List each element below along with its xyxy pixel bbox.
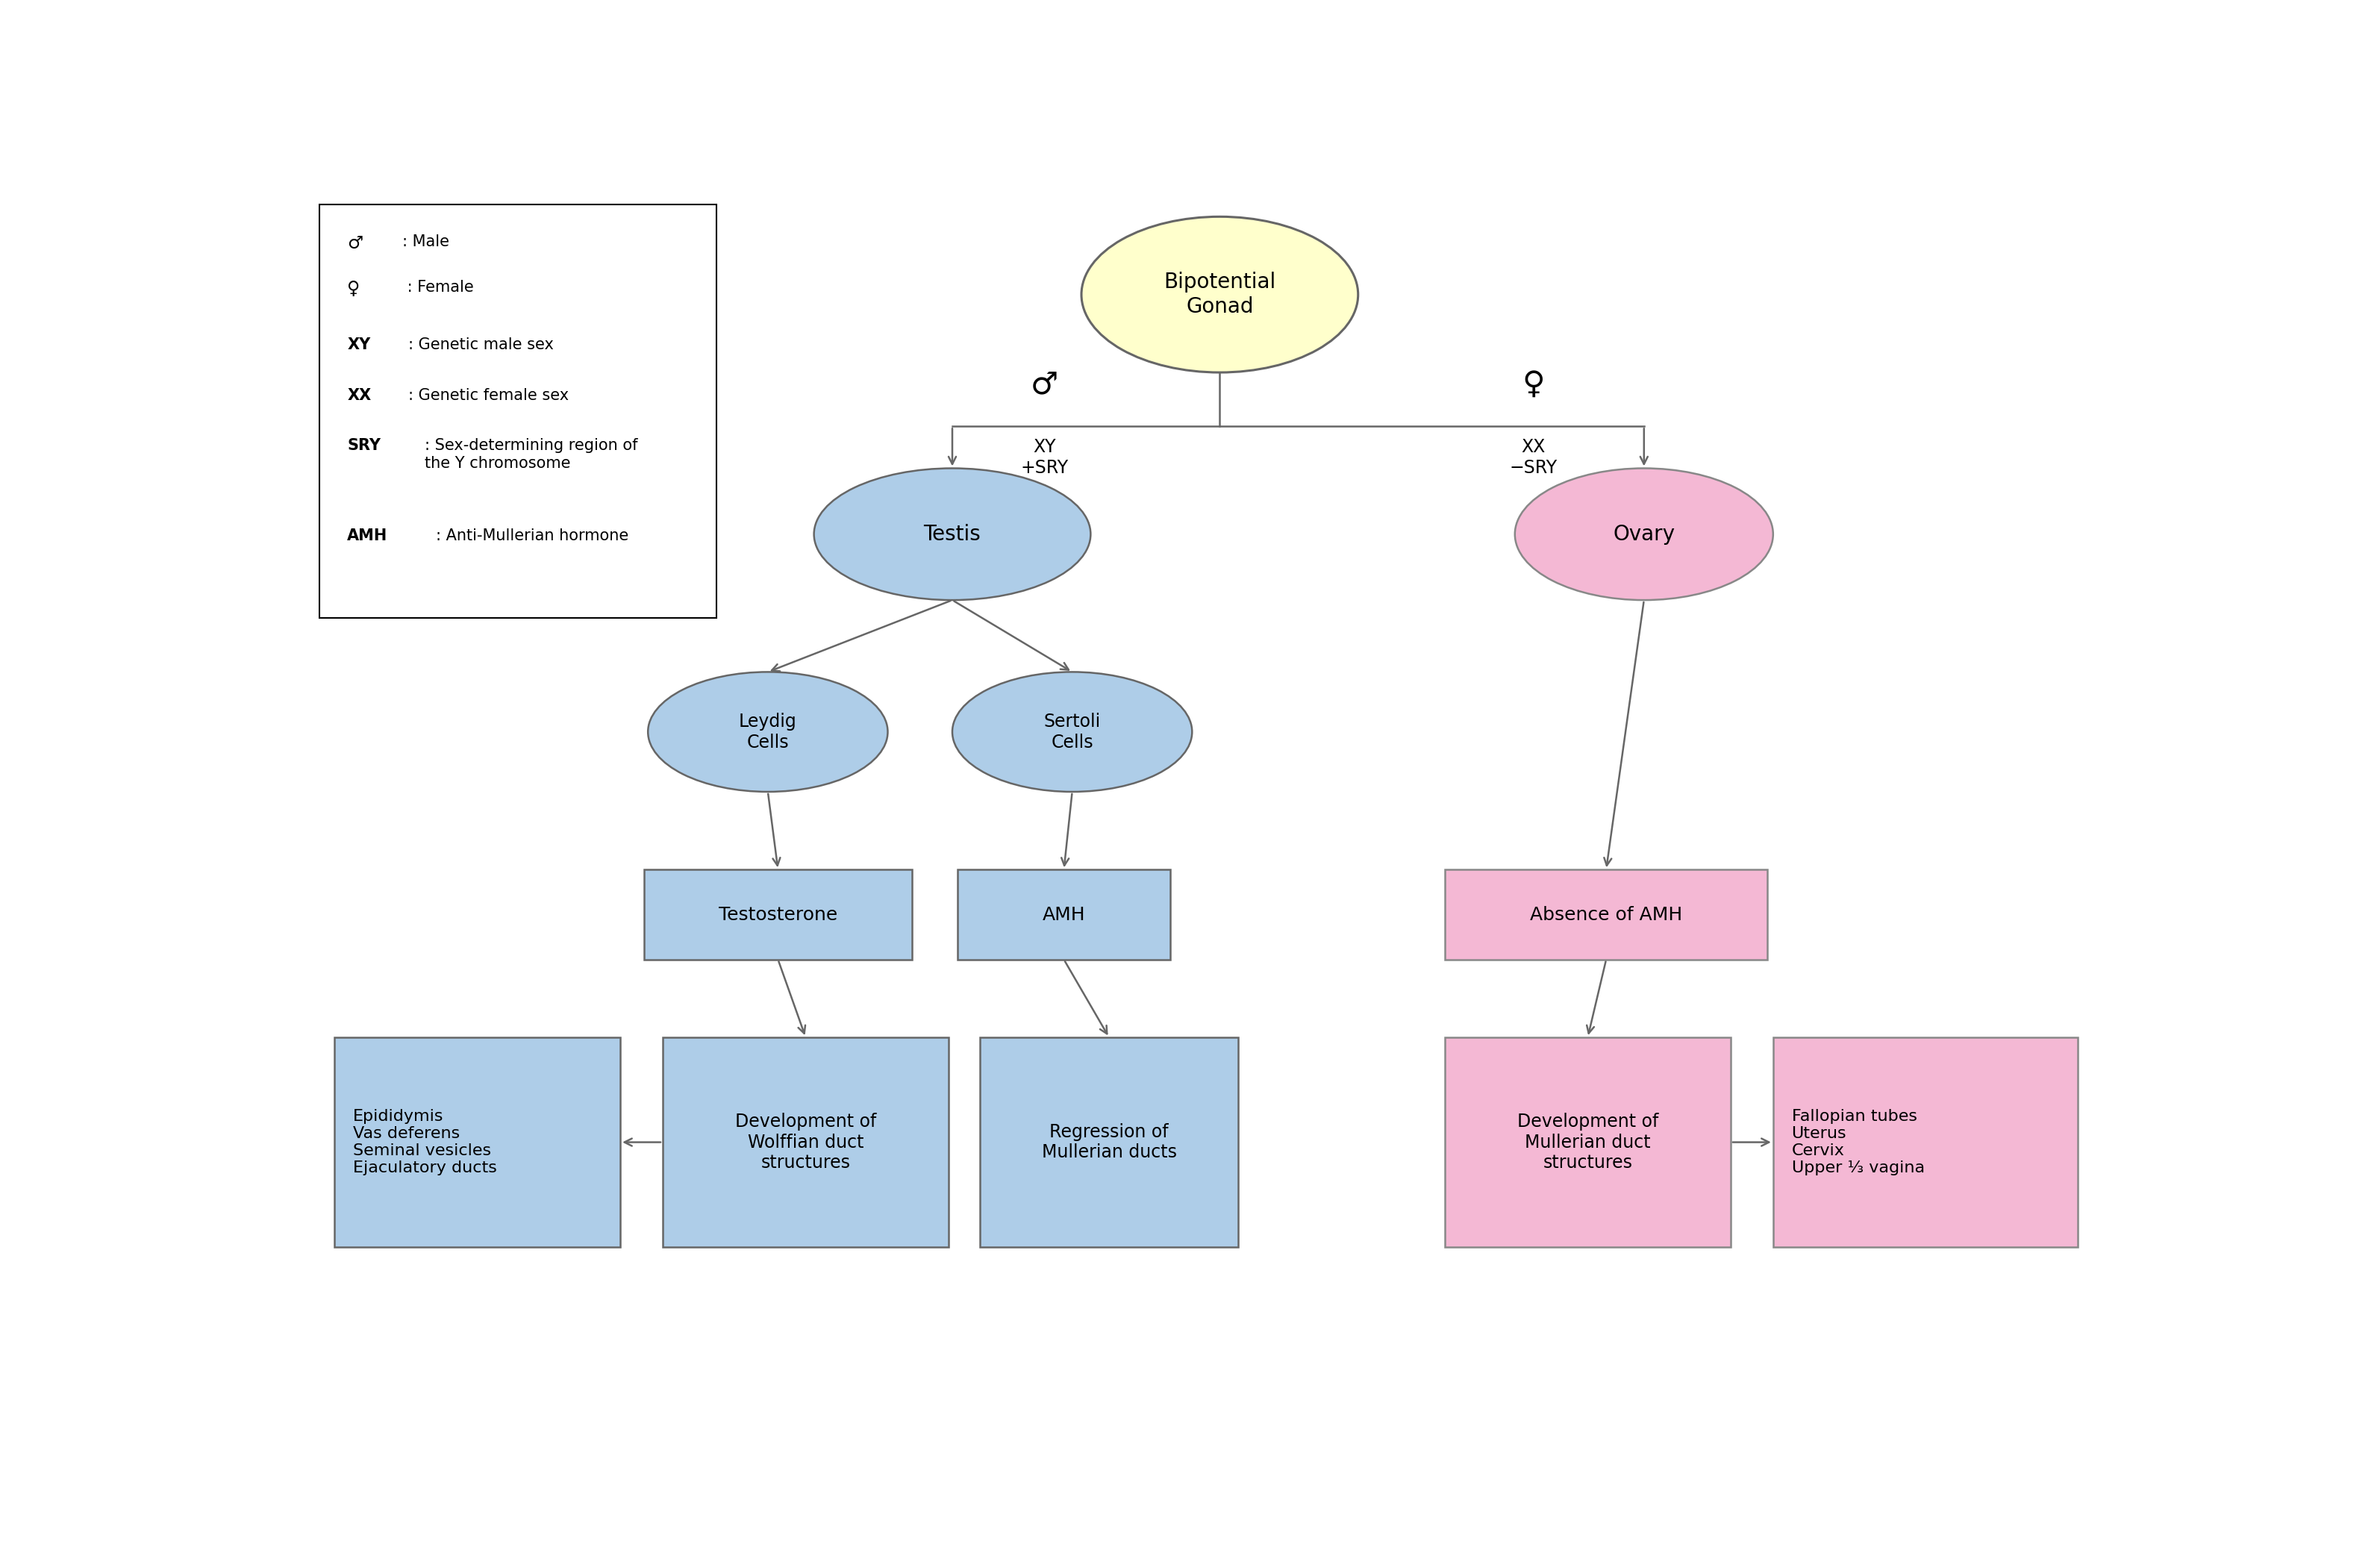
Text: Ovary: Ovary xyxy=(1614,524,1676,545)
Text: Absence of AMH: Absence of AMH xyxy=(1530,906,1683,924)
Text: AMH: AMH xyxy=(1042,906,1085,924)
Ellipse shape xyxy=(952,672,1192,792)
Ellipse shape xyxy=(814,468,1090,601)
Text: Fallopian tubes
Uterus
Cervix
Upper ⅓ vagina: Fallopian tubes Uterus Cervix Upper ⅓ va… xyxy=(1792,1109,1925,1176)
Ellipse shape xyxy=(647,672,888,792)
FancyBboxPatch shape xyxy=(333,1038,621,1246)
Text: : Anti-Mullerian hormone: : Anti-Mullerian hormone xyxy=(436,527,628,543)
Text: : Sex-determining region of
the Y chromosome: : Sex-determining region of the Y chromo… xyxy=(424,439,638,470)
FancyBboxPatch shape xyxy=(957,870,1171,960)
FancyBboxPatch shape xyxy=(1773,1038,2078,1246)
FancyBboxPatch shape xyxy=(319,205,716,618)
Text: SRY: SRY xyxy=(347,439,381,453)
Ellipse shape xyxy=(1081,216,1359,372)
Text: ♂: ♂ xyxy=(1031,369,1059,400)
FancyBboxPatch shape xyxy=(1445,1038,1730,1246)
FancyBboxPatch shape xyxy=(981,1038,1238,1246)
Text: XY
+SRY: XY +SRY xyxy=(1021,439,1069,478)
Text: ♀: ♀ xyxy=(1521,369,1545,400)
Text: ♀: ♀ xyxy=(347,280,359,299)
Text: Bipotential
Gonad: Bipotential Gonad xyxy=(1164,272,1276,317)
Text: Leydig
Cells: Leydig Cells xyxy=(738,713,797,752)
Text: XX
−SRY: XX −SRY xyxy=(1509,439,1557,478)
Text: Sertoli
Cells: Sertoli Cells xyxy=(1045,713,1100,752)
Text: Testosterone: Testosterone xyxy=(719,906,838,924)
Text: AMH: AMH xyxy=(347,527,388,543)
Text: Development of
Wolffian duct
structures: Development of Wolffian duct structures xyxy=(735,1113,876,1172)
FancyBboxPatch shape xyxy=(645,870,912,960)
Text: ♂: ♂ xyxy=(347,235,364,252)
Text: XX: XX xyxy=(347,387,371,403)
Text: : Male: : Male xyxy=(402,235,450,249)
Text: : Genetic male sex: : Genetic male sex xyxy=(409,338,555,353)
Text: : Genetic female sex: : Genetic female sex xyxy=(409,387,569,403)
Text: : Female: : Female xyxy=(402,280,474,296)
FancyBboxPatch shape xyxy=(662,1038,950,1246)
Text: Epididymis
Vas deferens
Seminal vesicles
Ejaculatory ducts: Epididymis Vas deferens Seminal vesicles… xyxy=(352,1109,497,1176)
FancyBboxPatch shape xyxy=(1445,870,1768,960)
Text: Development of
Mullerian duct
structures: Development of Mullerian duct structures xyxy=(1516,1113,1659,1172)
Text: Regression of
Mullerian ducts: Regression of Mullerian ducts xyxy=(1042,1123,1176,1161)
Text: Testis: Testis xyxy=(923,524,981,545)
Ellipse shape xyxy=(1514,468,1773,601)
Text: XY: XY xyxy=(347,338,371,353)
